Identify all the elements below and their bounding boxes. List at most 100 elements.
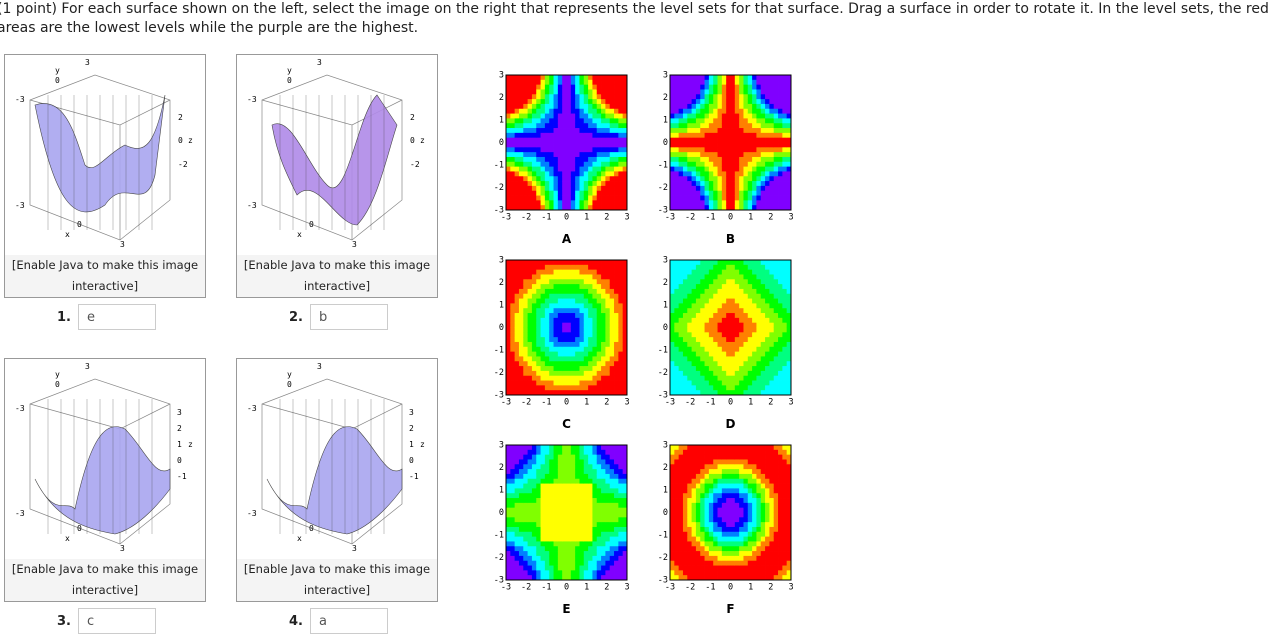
answer-input[interactable] xyxy=(310,304,388,330)
contour-cell xyxy=(717,459,723,465)
contour-cell xyxy=(622,269,628,275)
contour-cell xyxy=(540,293,546,299)
contour-cell xyxy=(609,385,615,391)
contour-cell xyxy=(510,361,516,367)
contour-cell xyxy=(760,79,766,86)
contour-cell xyxy=(523,390,529,396)
contour-cell xyxy=(544,293,550,299)
answer-input[interactable] xyxy=(310,608,388,634)
contour-cell xyxy=(523,483,529,489)
answer-input[interactable] xyxy=(78,608,156,634)
contour-cell xyxy=(605,84,611,90)
contour-cell xyxy=(765,531,770,538)
contour-cell xyxy=(760,166,766,172)
contour-cell xyxy=(747,118,753,124)
contour-cell xyxy=(687,322,693,328)
surface-axis-label: 2 xyxy=(178,113,183,122)
contour-cell xyxy=(518,152,524,158)
contour-cell xyxy=(596,493,602,499)
contour-cell xyxy=(601,156,606,163)
contour-cell xyxy=(708,361,714,367)
contour-cell xyxy=(778,274,783,280)
contour-cell xyxy=(523,541,529,547)
contour-cell xyxy=(730,478,736,484)
contour-cell xyxy=(570,361,576,367)
contour-cell xyxy=(782,308,788,314)
contour-cell xyxy=(726,190,731,196)
contour-cell xyxy=(730,84,736,90)
contour-cell xyxy=(536,181,541,187)
contour-cell xyxy=(734,502,740,509)
contour-cell xyxy=(687,575,693,581)
contour-cell xyxy=(743,332,749,338)
contour-cell xyxy=(557,171,563,177)
contour-cell xyxy=(527,171,533,177)
contour-cell xyxy=(717,118,723,124)
contour-cell xyxy=(704,351,710,357)
contour-cell xyxy=(769,161,775,168)
contour-cell xyxy=(506,274,511,280)
contour-cell xyxy=(592,507,598,513)
contour-cell xyxy=(678,156,684,163)
contour-cell xyxy=(743,99,749,105)
contour-cell xyxy=(506,488,511,494)
contour-cell xyxy=(717,113,723,119)
contour-cell xyxy=(704,284,710,290)
contour-cell xyxy=(566,473,572,480)
contour-cell xyxy=(721,156,727,163)
contour-cell xyxy=(557,113,563,119)
contour-cell xyxy=(531,79,537,86)
contour-cell xyxy=(747,522,753,528)
contour-cell xyxy=(579,498,585,504)
contour-cell xyxy=(579,113,585,119)
contour-cell xyxy=(695,526,701,533)
contour-cell xyxy=(682,118,688,124)
contour-cell xyxy=(786,478,792,484)
contour-cell xyxy=(786,361,792,367)
contour-cell xyxy=(717,551,723,557)
contour-cell xyxy=(678,327,684,333)
contour-cell xyxy=(773,118,779,124)
contour-cell xyxy=(743,103,749,110)
contour-cell xyxy=(778,308,783,314)
contour-cell xyxy=(778,507,783,513)
contour-cell xyxy=(592,99,598,105)
contour-cell xyxy=(579,488,585,494)
contour-cell xyxy=(765,483,770,489)
contour-cell xyxy=(678,128,684,134)
contour-cell xyxy=(717,575,723,581)
surface-axis-label: 3 xyxy=(85,58,90,67)
contour-cell xyxy=(695,152,701,158)
contour-cell xyxy=(713,464,718,470)
contour-cell xyxy=(609,185,615,192)
contour-cell xyxy=(592,493,598,499)
contour-cell xyxy=(601,341,606,348)
contour-cell xyxy=(570,366,576,372)
contour-cell xyxy=(544,147,550,153)
contour-cell xyxy=(575,161,580,168)
contour-cell xyxy=(704,332,710,338)
contour-cell xyxy=(717,380,723,386)
contour-cell xyxy=(704,103,710,110)
contour-cell xyxy=(562,200,567,206)
contour-cell xyxy=(760,75,766,81)
contour-cell xyxy=(544,99,550,105)
contour-cell xyxy=(506,361,511,367)
contour-cell xyxy=(682,541,688,547)
contour-cell xyxy=(523,166,529,172)
contour-cell xyxy=(605,351,611,357)
contour-cell xyxy=(518,341,524,348)
contour-cell xyxy=(553,555,559,562)
contour-cell xyxy=(506,284,511,290)
contour-cell xyxy=(773,570,779,576)
contour-cell xyxy=(721,332,727,338)
contour-cell xyxy=(687,488,693,494)
contour-cell xyxy=(609,541,615,547)
contour-cell xyxy=(614,298,619,304)
answer-input[interactable] xyxy=(78,304,156,330)
contour-cell xyxy=(778,152,783,158)
contour-cell xyxy=(557,531,563,538)
contour-cell xyxy=(614,385,619,391)
contour-cell xyxy=(579,303,585,309)
contour-cell xyxy=(670,454,675,460)
